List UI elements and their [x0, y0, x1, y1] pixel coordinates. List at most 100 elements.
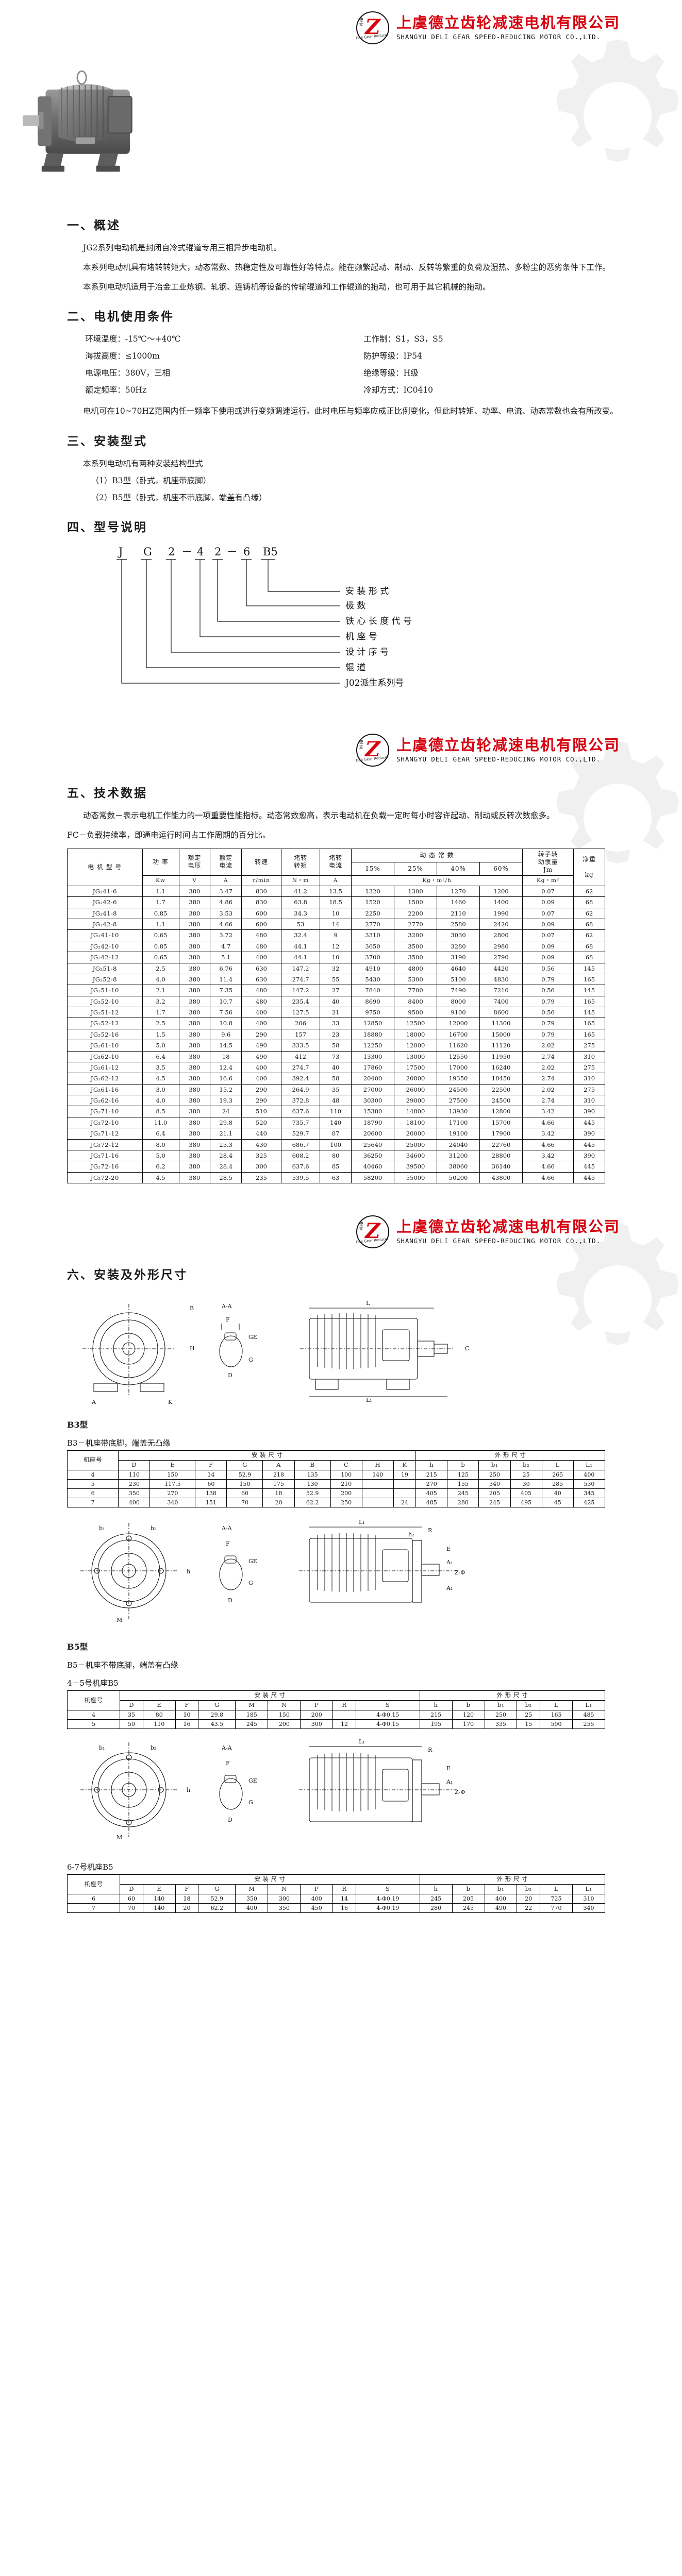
cell-model: JG₂52-8 [67, 973, 143, 986]
unit-locked-current: A [320, 875, 352, 886]
cell-h: 215 [419, 1710, 453, 1720]
cell-M: 245 [235, 1719, 269, 1730]
svg-text:b₁: b₁ [99, 1525, 105, 1532]
col-header-locked-torque: 堵转 转矩 [280, 848, 321, 876]
cell-power: 0.65 [142, 929, 179, 941]
condition-rated-frequency: 额定频率：50Hz [85, 385, 147, 395]
b3-col-L: L [541, 1460, 574, 1470]
overview-paragraph-3: 本系列电动机适用于冶金工业炼钢、轧钢、连铸机等设备的传输辊道和工作辊道的拖动，也… [83, 282, 491, 292]
svg-text:L₁: L₁ [359, 1738, 365, 1745]
cell-frame-number: 6 [66, 1893, 121, 1904]
cell-G: 52.9 [226, 1469, 263, 1480]
cell-current: 18 [210, 1050, 242, 1062]
svg-text:A₁: A₁ [446, 1559, 453, 1566]
cell-power: 1.7 [142, 1007, 179, 1019]
cell-model: JG₂51-8 [67, 962, 143, 974]
cell-G: 62.2 [198, 1903, 236, 1913]
cell-power: 11.0 [142, 1116, 179, 1129]
cell-fc25: 7700 [394, 985, 438, 996]
cell-weight: 275 [573, 1061, 605, 1074]
cell-A: 218 [262, 1469, 295, 1480]
svg-text:b₂: b₂ [151, 1744, 156, 1751]
cell-model: JG₂62-16 [67, 1095, 143, 1107]
cell-weight: 310 [573, 1095, 605, 1107]
cell-G: 150 [226, 1479, 263, 1489]
mounting-item-b3: （1）B3型（卧式，机座带底脚） [91, 476, 211, 486]
cell-locked-torque: 63.8 [280, 896, 321, 908]
section-heading-mounting: 三、安装型式 [67, 435, 147, 449]
cell-speed: 480 [241, 940, 281, 953]
svg-text:－: － [227, 546, 238, 558]
cell-locked-torque: 333.5 [280, 1040, 321, 1052]
cell-voltage: 380 [178, 1161, 211, 1173]
cell-fc15: 15380 [351, 1106, 395, 1117]
code-part-g: G [143, 546, 152, 558]
cell-L1: 255 [572, 1719, 606, 1730]
mounting-lead: 本系列电动机有两种安装结构型式 [83, 459, 203, 469]
cell-current: 7.56 [210, 1007, 242, 1019]
svg-text:GE: GE [248, 1777, 257, 1784]
col-header-inertia: 转子转 动惯量 Jm [522, 848, 574, 876]
cell-inertia: 3.42 [522, 1149, 574, 1162]
svg-text:－: － [181, 546, 192, 558]
b5-67-col-frame: 机座号 [66, 1874, 121, 1894]
cell-voltage: 380 [178, 1028, 211, 1041]
table-row: JG₂71-16 5.0 380 28.4 325 608.2 80 36250 34600 31… [67, 1149, 605, 1162]
cell-locked-torque: 735.7 [280, 1116, 321, 1129]
col-header-voltage: 额定 电压 [178, 848, 211, 876]
cell-fc15: 25640 [351, 1139, 395, 1150]
table-row: JG₂62-10 6.4 380 18 490 412 73 13300 13000 12550 1… [67, 1050, 605, 1062]
svg-text:Z-Φ: Z-Φ [455, 1569, 465, 1576]
table-row: 7 400 340 151 70 20 62.2 250 24 485 280 245 495 45 425 [66, 1498, 606, 1508]
mounting-item-b5: （2）B5型（卧式，机座不带底脚，端盖有凸缘） [91, 493, 267, 503]
cell-voltage: 380 [178, 919, 211, 930]
cell-locked-current: 9 [320, 929, 352, 941]
cell-weight: 310 [573, 1050, 605, 1062]
svg-text:K: K [168, 1399, 173, 1405]
cell-fc40: 11620 [437, 1040, 480, 1052]
svg-text:H: H [190, 1345, 195, 1352]
cell-inertia: 2.74 [522, 1095, 574, 1107]
company-logo-icon: 德立 Z Deli Gear Reducer [354, 1213, 391, 1250]
condition-supply-voltage: 电源电压：380V，三相 [85, 368, 170, 378]
cell-h: 270 [415, 1479, 448, 1489]
cell-weight: 68 [573, 940, 605, 953]
table-row: 7 70 140 20 62.2 400 350 450 16 4-Φ0.19 280 245 490 2… [66, 1903, 606, 1913]
cell-fc15: 1520 [351, 896, 395, 908]
b5-frame-45-label: 4－5号机座B5 [67, 1679, 119, 1688]
b3-col-frame: 机座号 [66, 1450, 119, 1470]
cell-D: 110 [118, 1469, 151, 1480]
cell-R: 14 [332, 1893, 356, 1904]
cell-current: 4.86 [210, 896, 242, 908]
svg-text:F: F [226, 1540, 230, 1547]
table-row: 6 350 270 138 60 18 52.9 200 405 245 205 405 40 345 [66, 1488, 606, 1499]
b3-group-install: 安 装 尺 寸 [118, 1450, 417, 1461]
table-row: 4 110 150 14 52.9 218 135 100 140 19 215 125 250 25 26… [66, 1469, 606, 1480]
code-part-2b: 2 [214, 546, 221, 558]
b5-67-group-install: 安 装 尺 寸 [120, 1874, 420, 1885]
cell-fc25: 12000 [394, 1040, 438, 1052]
svg-text:Z-Φ: Z-Φ [455, 1789, 465, 1795]
conditions-note: 电机可在10~70HZ范围内任一频率下使用或进行变频调速运行。此时电压与频率应成… [83, 406, 618, 416]
cell-model: JG₂42-8 [67, 919, 143, 930]
cell-speed: 490 [241, 1040, 281, 1052]
cell-locked-torque: 608.2 [280, 1149, 321, 1162]
cell-b: 125 [447, 1469, 479, 1480]
cell-fc40: 17100 [437, 1116, 480, 1129]
svg-text:G: G [248, 1357, 253, 1363]
table-row: JG₂72-20 4.5 380 28.5 235 539.5 63 58200 55000 50… [67, 1172, 605, 1184]
code-part-6: 6 [243, 546, 250, 558]
cell-L1: 400 [573, 1469, 606, 1480]
cell-fc60: 7210 [479, 985, 523, 996]
cell-A: 20 [262, 1498, 295, 1508]
cell-speed: 290 [241, 1028, 281, 1041]
cell-L: 40 [541, 1488, 574, 1499]
cell-model: JG₂62-12 [67, 1073, 143, 1084]
cell-fc60: 28800 [479, 1149, 523, 1162]
cell-R: 16 [332, 1903, 356, 1913]
b5-67-group-outline: 外 形 尺 寸 [419, 1874, 606, 1885]
cell-fc60: 36140 [479, 1161, 523, 1173]
cell-model: JG₂42-12 [67, 952, 143, 963]
b5-front-view-67: b₁ b₂ h M [80, 1742, 190, 1841]
cell-A: 175 [262, 1479, 295, 1489]
